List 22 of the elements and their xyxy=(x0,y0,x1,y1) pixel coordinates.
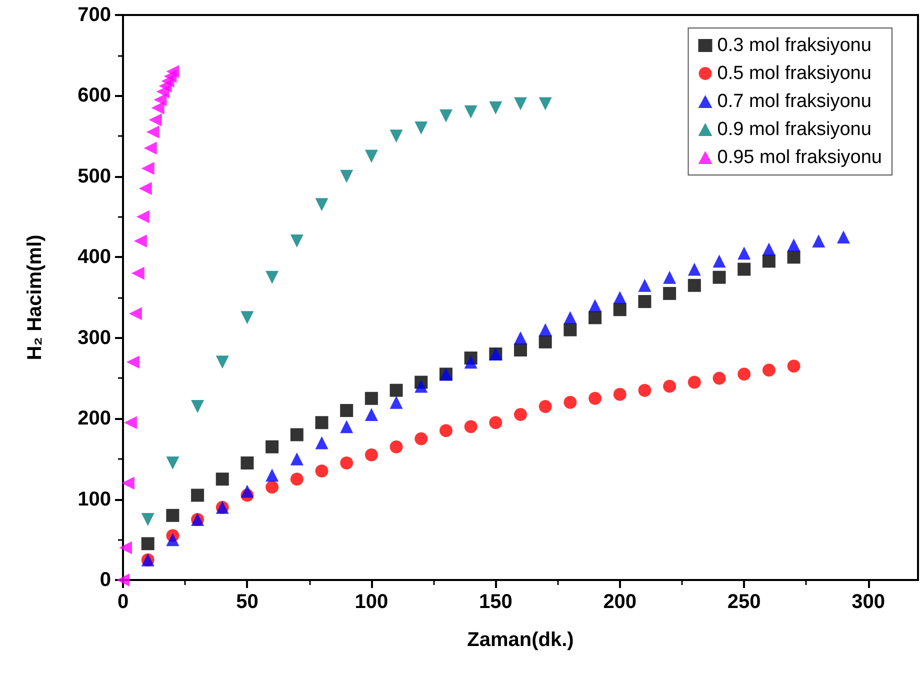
y-tick-label: 0 xyxy=(100,569,111,591)
legend-label: 0.7 mol fraksiyonu xyxy=(717,91,872,112)
x-tick-label: 250 xyxy=(727,591,761,613)
y-tick-label: 200 xyxy=(78,408,111,430)
y-axis-title: H₂ Hacim(ml) xyxy=(24,234,46,360)
y-tick-label: 600 xyxy=(78,84,111,107)
legend-label: 0.9 mol fraksiyonu xyxy=(717,119,872,140)
legend-label: 0.95 mol fraksiyonu xyxy=(717,147,882,168)
y-tick-label: 500 xyxy=(78,165,111,188)
legend-label: 0.5 mol fraksiyonu xyxy=(717,63,872,84)
x-tick-label: 150 xyxy=(478,591,512,613)
x-tick-label: 200 xyxy=(603,591,637,613)
y-tick-label: 400 xyxy=(78,246,111,268)
legend-label: 0.3 mol fraksiyonu xyxy=(717,35,872,56)
x-tick-label: 50 xyxy=(236,591,258,613)
y-tick-label: 300 xyxy=(78,326,111,349)
x-axis-title: Zaman(dk.) xyxy=(467,629,574,651)
x-tick-label: 300 xyxy=(852,591,885,613)
x-tick-label: 100 xyxy=(354,591,388,613)
y-tick-label: 100 xyxy=(78,488,111,510)
x-tick-label: 0 xyxy=(117,591,129,613)
y-tick-label: 700 xyxy=(78,4,111,26)
